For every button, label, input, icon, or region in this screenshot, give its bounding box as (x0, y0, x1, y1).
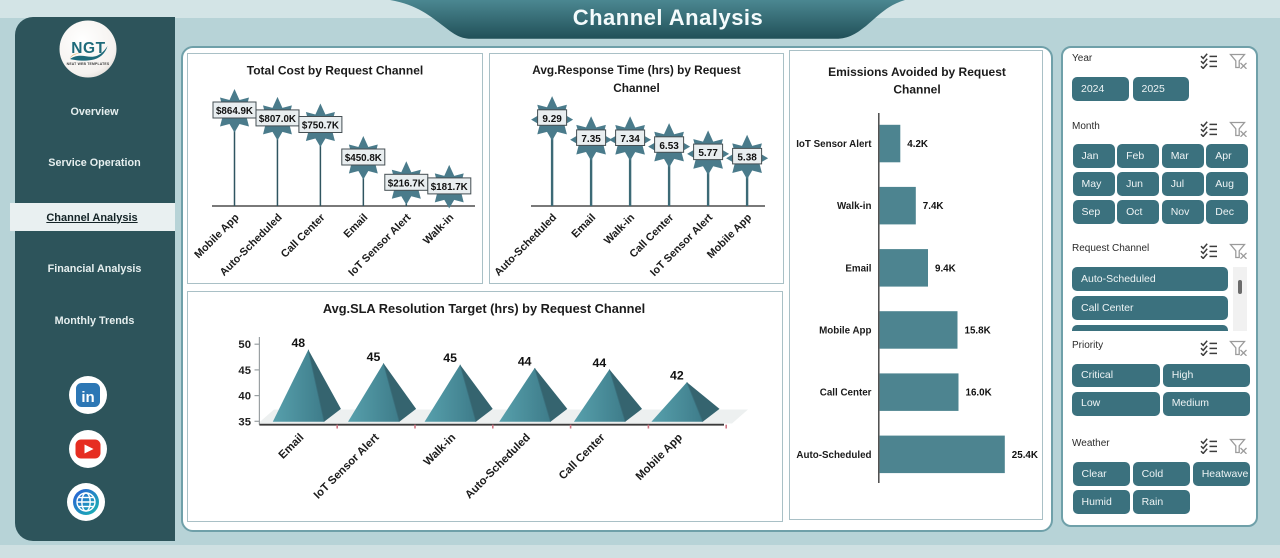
svg-text:$864.9K: $864.9K (216, 106, 253, 117)
svg-text:in: in (81, 389, 94, 406)
svg-text:50: 50 (238, 339, 251, 351)
svg-text:$216.7K: $216.7K (388, 178, 425, 189)
svg-text:Walk-in: Walk-in (422, 432, 459, 469)
svg-text:Auto-Scheduled: Auto-Scheduled (492, 212, 559, 279)
svg-text:9.29: 9.29 (542, 114, 562, 125)
svg-text:Mobile App: Mobile App (634, 432, 685, 483)
svg-text:Call Center: Call Center (557, 431, 608, 482)
svg-text:25.4K: 25.4K (1012, 450, 1038, 461)
svg-text:Call Center: Call Center (279, 211, 328, 260)
svg-text:40: 40 (238, 391, 251, 403)
svg-text:$750.7K: $750.7K (302, 121, 339, 132)
svg-text:$450.8K: $450.8K (345, 153, 382, 164)
svg-text:Walk-in: Walk-in (421, 212, 456, 247)
svg-text:7.35: 7.35 (581, 134, 601, 145)
svg-text:Email: Email (845, 263, 871, 274)
svg-text:9.4K: 9.4K (935, 263, 956, 274)
svg-text:Walk-in: Walk-in (837, 201, 871, 212)
svg-text:4.2K: 4.2K (907, 139, 928, 150)
svg-text:Mobile App: Mobile App (819, 326, 871, 337)
svg-text:45: 45 (367, 350, 381, 364)
svg-text:44: 44 (593, 356, 607, 370)
svg-text:Auto-Scheduled: Auto-Scheduled (463, 432, 533, 502)
svg-text:NEAT WEB TEMPLATES: NEAT WEB TEMPLATES (67, 62, 110, 66)
svg-text:16.0K: 16.0K (966, 388, 992, 399)
svg-text:IoT Sensor Alert: IoT Sensor Alert (312, 431, 382, 501)
svg-text:$807.0K: $807.0K (259, 114, 296, 125)
svg-text:48: 48 (291, 336, 305, 350)
svg-text:5.38: 5.38 (737, 152, 757, 163)
svg-text:7.34: 7.34 (620, 134, 640, 145)
svg-text:Walk-in: Walk-in (601, 212, 636, 247)
svg-text:Avg.Response Time (hrs) by Req: Avg.Response Time (hrs) by Request (532, 63, 741, 77)
svg-text:6.53: 6.53 (659, 141, 679, 152)
svg-text:45: 45 (238, 365, 251, 377)
svg-text:IoT Sensor Alert: IoT Sensor Alert (796, 139, 872, 150)
svg-text:35: 35 (238, 416, 251, 428)
svg-text:Email: Email (277, 432, 307, 462)
svg-text:Channel: Channel (613, 81, 660, 95)
svg-text:7.4K: 7.4K (923, 201, 944, 212)
svg-text:15.8K: 15.8K (965, 326, 991, 337)
svg-text:5.77: 5.77 (698, 148, 718, 159)
svg-text:44: 44 (518, 355, 532, 369)
svg-text:Total Cost by Request Channel: Total Cost by Request Channel (247, 64, 423, 78)
svg-text:Call Center: Call Center (820, 388, 872, 399)
svg-text:Auto-Scheduled: Auto-Scheduled (796, 450, 871, 461)
svg-text:42: 42 (670, 369, 684, 383)
svg-text:Channel: Channel (893, 83, 940, 97)
svg-text:NGT: NGT (71, 40, 106, 57)
svg-text:$181.7K: $181.7K (431, 182, 468, 193)
svg-text:Email: Email (569, 212, 598, 241)
svg-text:45: 45 (443, 351, 457, 365)
svg-text:Email: Email (342, 212, 371, 241)
svg-text:Emissions Avoided by Request: Emissions Avoided by Request (828, 65, 1006, 79)
svg-text:Avg.SLA Resolution Target (hrs: Avg.SLA Resolution Target (hrs) by Reque… (323, 301, 645, 316)
